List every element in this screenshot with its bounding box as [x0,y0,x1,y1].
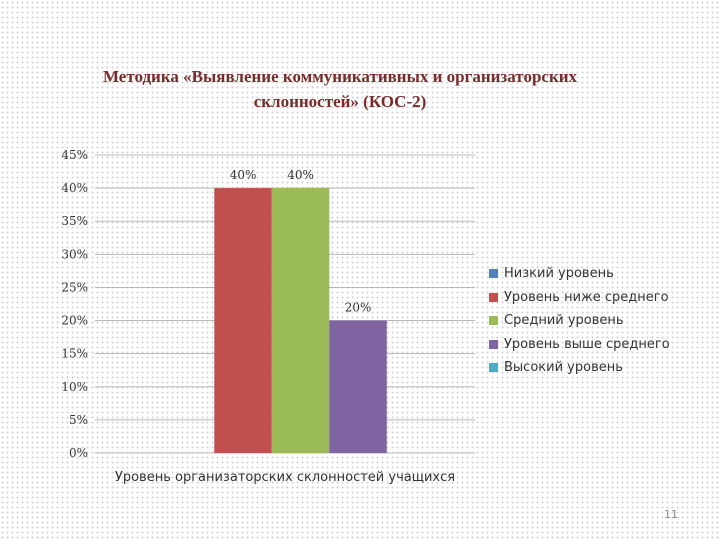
bar-3 [271,188,330,453]
x-category-label: Уровень организаторских склонностей учащ… [115,470,455,485]
slide-title-line-1: Методика «Выявление коммуникативных и ор… [102,67,578,86]
legend-swatch [489,292,498,302]
y-tick-label: 45% [61,148,88,162]
y-tick-label: 40% [61,181,88,195]
legend-swatch [489,363,498,373]
data-labels: 40% 40% 20% [230,168,372,314]
bars [214,188,387,453]
legend-item: Низкий уровень [489,262,670,286]
bar-2 [214,188,272,453]
y-axis-tick-labels: 0% 5% 10% 15% 20% 25% 30% 35% 40% 45% [61,148,88,460]
y-tick-label: 15% [61,347,88,361]
y-tick-label: 25% [61,280,88,294]
page-number: 11 [664,508,678,521]
legend-swatch [489,269,498,279]
data-label-4: 20% [345,301,372,315]
legend-item: Уровень ниже среднего [489,286,670,310]
y-tick-label: 0% [69,446,88,460]
x-axis-category: Уровень организаторских склонностей учащ… [115,470,455,485]
y-tick-label: 30% [61,247,88,261]
legend-item: Уровень выше среднего [489,333,670,357]
chart-legend: Низкий уровень Уровень ниже среднего Средн… [489,262,670,380]
legend-label: Низкий уровень [504,266,614,282]
legend-label: Уровень ниже среднего [504,289,669,305]
legend-swatch [489,339,498,349]
legend-label: Высокий уровень [504,360,623,376]
y-tick-label: 35% [61,214,88,228]
data-label-2: 40% [230,168,257,182]
legend-item: Средний уровень [489,309,670,333]
slide-title: Методика «Выявление коммуникативных и ор… [40,64,640,114]
y-tick-label: 20% [61,314,88,328]
y-tick-label: 10% [61,380,88,394]
data-label-3: 40% [287,168,314,182]
legend-swatch [489,316,498,326]
slide-title-line-2: склонностей» (КОС-2) [253,92,427,111]
bar-4 [329,320,387,453]
y-tick-label: 5% [69,413,88,427]
legend-item: Высокий уровень [489,356,670,380]
legend-label: Средний уровень [504,313,624,329]
legend-label: Уровень выше среднего [504,336,670,352]
